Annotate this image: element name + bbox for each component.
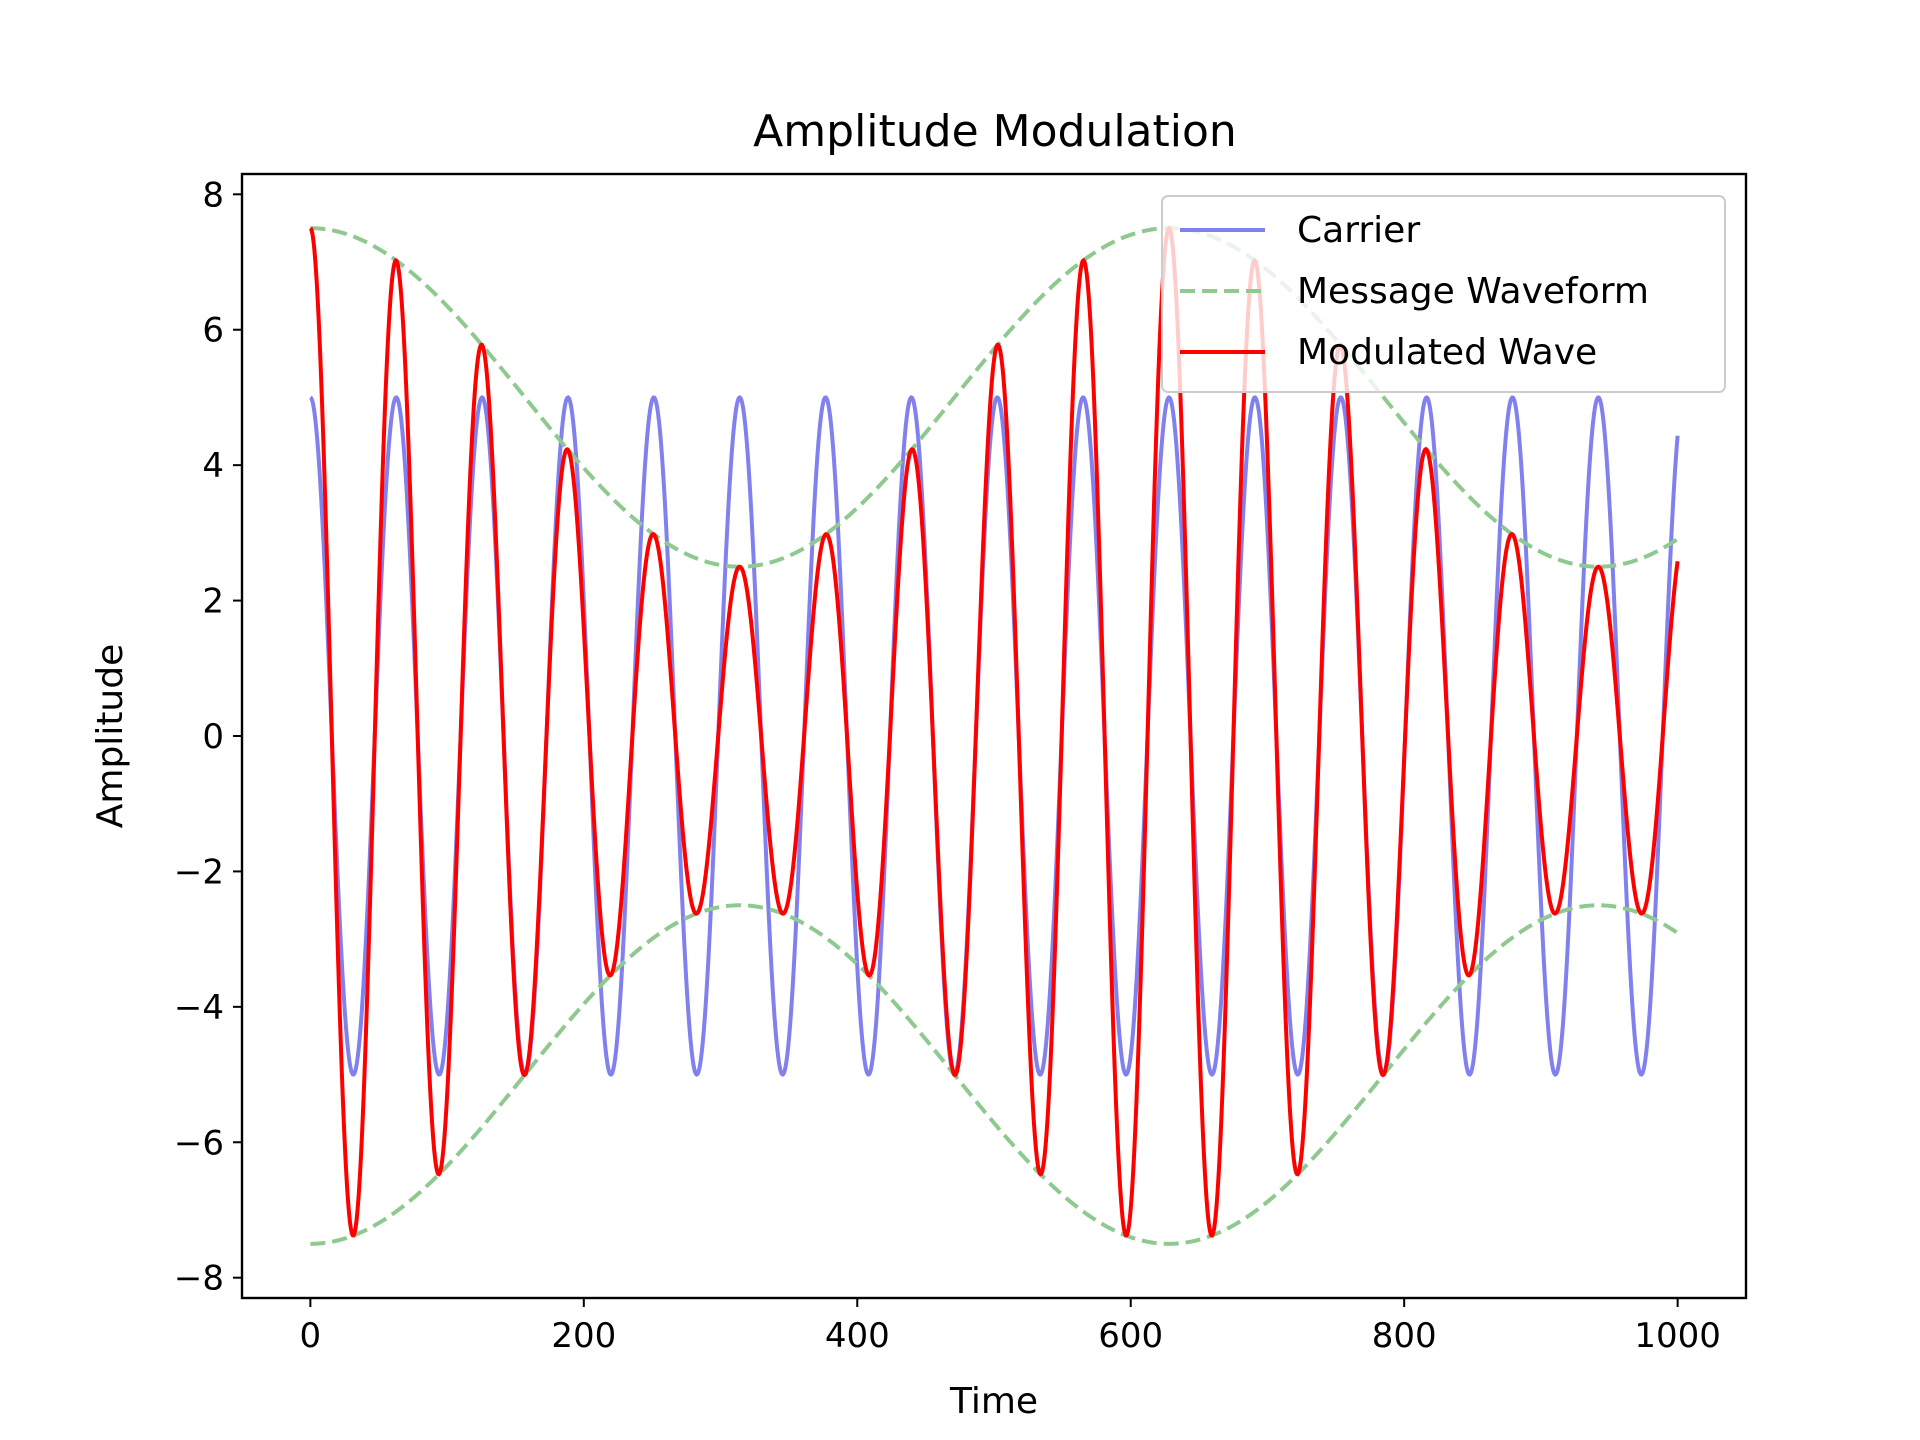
- y-axis-title: Amplitude: [90, 644, 131, 828]
- x-tick-label: 200: [551, 1316, 616, 1356]
- legend-box: [1161, 195, 1726, 393]
- legend-label-modulated: Modulated Wave: [1297, 332, 1597, 373]
- series-message-lower-envelope: [310, 903, 1679, 1246]
- y-tick-label: −4: [174, 988, 224, 1028]
- y-tick-label: 8: [202, 175, 224, 215]
- y-tick-label: 6: [202, 311, 224, 351]
- x-tick-label: 600: [1098, 1316, 1163, 1356]
- series-modulated-wave-line: [308, 225, 1680, 1238]
- chart-title: Amplitude Modulation: [753, 106, 1237, 157]
- y-tick-label: 0: [202, 717, 224, 757]
- y-axis-ticks: −8 −6 −4 −2 0 2 4 6 8: [174, 175, 242, 1299]
- x-axis-title: Time: [949, 1381, 1038, 1422]
- y-tick-label: −2: [174, 852, 224, 892]
- x-axis-ticks: 0 200 400 600 800 1000: [300, 1298, 1721, 1356]
- x-tick-label: 800: [1372, 1316, 1437, 1356]
- series-layer: [308, 225, 1680, 1246]
- y-tick-label: 4: [202, 446, 224, 486]
- plot-area: [240, 172, 1748, 1300]
- y-tick-label: 2: [202, 582, 224, 622]
- x-tick-label: 1000: [1634, 1316, 1721, 1356]
- y-tick-label: −6: [174, 1123, 224, 1163]
- x-tick-label: 400: [825, 1316, 890, 1356]
- legend-label-message: Message Waveform: [1297, 271, 1649, 312]
- x-tick-label: 0: [300, 1316, 322, 1356]
- y-tick-label: −8: [174, 1259, 224, 1299]
- legend: Carrier Message Waveform Modulated Wave: [1161, 195, 1726, 393]
- legend-label-carrier: Carrier: [1297, 210, 1420, 251]
